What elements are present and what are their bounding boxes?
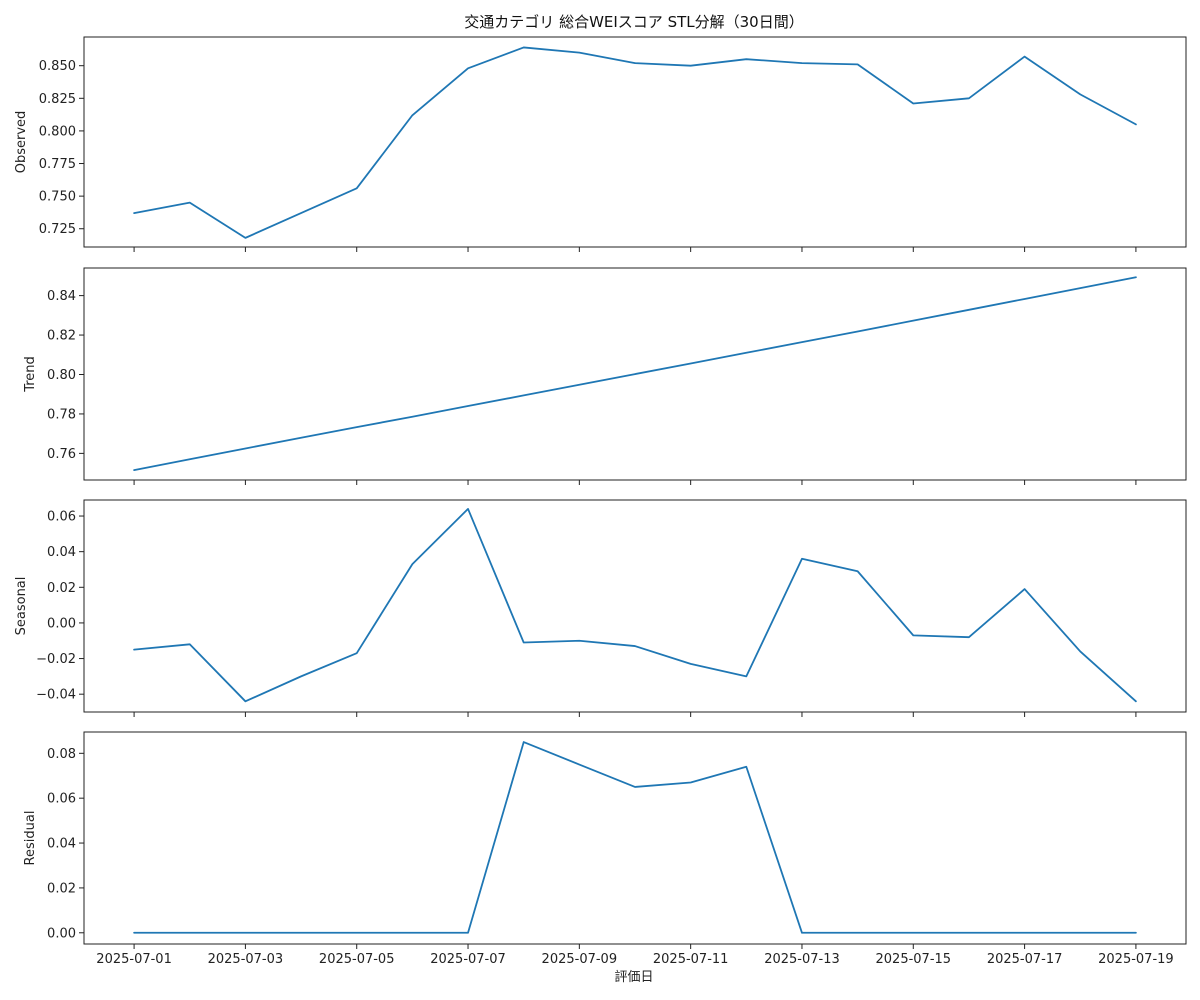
y-axis-label: Residual [23,811,38,866]
y-tick-label: 0.06 [47,792,76,807]
y-tick-label: 0.06 [47,510,76,525]
x-tick-label: 2025-07-17 [987,952,1063,967]
y-tick-label: 0.825 [39,92,76,107]
y-tick-label: 0.80 [47,368,76,383]
y-axis-label: Seasonal [14,577,29,636]
y-tick-label: 0.78 [47,407,76,422]
y-tick-label: −0.04 [36,688,76,703]
y-tick-label: 0.08 [47,747,76,762]
y-tick-label: 0.00 [47,616,76,631]
y-tick-label: 0.00 [47,926,76,941]
x-tick-label: 2025-07-03 [208,952,284,967]
x-tick-label: 2025-07-11 [653,952,729,967]
plot-frame [83,36,1187,248]
panel-seasonal: −0.04 −0.02 0.00 0.02 0.04 0.06 Seasonal [14,499,1187,717]
y-tick-label: 0.850 [39,59,76,74]
plot-frame [83,499,1187,713]
y-tick-label: 0.725 [39,222,76,237]
y-axis-label: Observed [14,111,29,174]
y-tick-label: 0.82 [47,329,76,344]
y-tick-label: 0.800 [39,124,76,139]
series-line-seasonal [133,508,1137,703]
x-tick-label: 2025-07-01 [96,952,172,967]
x-tick-label: 2025-07-09 [542,952,618,967]
panels: 0.7250.7500.7750.8000.8250.850Observed0.… [14,36,1187,967]
panel-observed: 0.725 0.750 0.775 0.800 0.825 0.850 Observed [14,36,1187,252]
series-line-trend [133,276,1137,472]
y-axis-label: Trend [23,356,38,393]
y-tick-label: 0.84 [47,289,76,304]
x-tick-label: 2025-07-19 [1098,952,1174,967]
panel-residual: 0.00 0.02 0.04 0.06 0.08 Residual 2025-07-01 20… [23,731,1187,967]
y-tick-label: 0.750 [39,190,76,205]
panel-trend: 0.76 0.78 0.80 0.82 0.84 Trend [23,267,1187,485]
y-tick-label: 0.02 [47,881,76,896]
series-line-observed [133,46,1137,239]
y-tick-label: −0.02 [36,652,76,667]
x-tick-label: 2025-07-07 [430,952,506,967]
x-tick-label: 2025-07-05 [319,952,395,967]
y-tick-label: 0.775 [39,157,76,172]
y-tick-label: 0.04 [47,545,76,560]
y-tick-label: 0.02 [47,581,76,596]
x-tick-label: 2025-07-15 [876,952,952,967]
x-axis-label: 評価日 [614,970,653,985]
series-line-residual [133,741,1137,934]
y-tick-label: 0.04 [47,837,76,852]
x-tick-label: 2025-07-13 [764,952,840,967]
chart-title: 交通カテゴリ 総合WEIスコア STL分解（30日間） [464,13,803,31]
y-tick-label: 0.76 [47,447,76,462]
plot-frame [83,731,1187,945]
